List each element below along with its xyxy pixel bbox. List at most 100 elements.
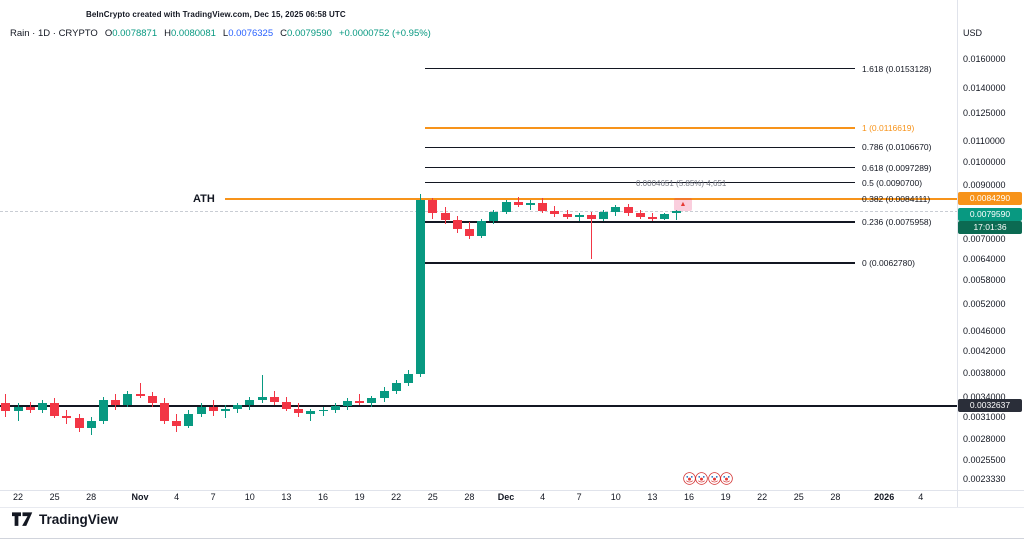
time-tick-13: 13 — [647, 492, 658, 502]
candle-body — [452, 220, 462, 229]
clown-emoji — [695, 472, 709, 485]
candle-wick — [578, 212, 580, 222]
high-value: 0.0080081 — [171, 28, 216, 39]
candle-body — [62, 415, 72, 419]
candle-body — [294, 408, 304, 414]
chart-plot-area[interactable] — [0, 0, 958, 490]
candle-wick — [359, 393, 361, 405]
currency-label: USD — [963, 28, 983, 38]
candle-body — [330, 406, 340, 411]
price-tick-0.0058000: 0.0058000 — [963, 275, 1006, 286]
ray-price-badge: 0.0032637 — [958, 399, 1022, 413]
candle-body — [184, 413, 194, 426]
candle-body — [672, 211, 682, 214]
time-tick-4: 4 — [918, 492, 924, 502]
candle-body — [1, 403, 11, 412]
price-tick-0.0140000: 0.0140000 — [963, 83, 1006, 94]
fib-label-0.5: 0.5 (0.0090700) — [862, 177, 923, 188]
price-tick-0.0160000: 0.0160000 — [963, 54, 1006, 64]
candle-body — [269, 396, 279, 403]
time-tick-16: 16 — [317, 492, 328, 502]
time-tick-7: 7 — [210, 492, 216, 502]
price-axis[interactable]: 0.0160000 0.0140000 0.0125000 0.0110000 0.01… — [958, 0, 1024, 490]
time-tick-4: 4 — [174, 492, 180, 502]
time-tick-22: 22 — [12, 492, 23, 502]
fib-line-0 — [425, 262, 855, 264]
candle-body — [428, 200, 438, 213]
ath-price-badge: 0.0084290 — [958, 192, 1022, 206]
tradingview-wordmark: TradingView — [39, 512, 119, 527]
price-tick-0.0028000: 0.0028000 — [963, 434, 1006, 445]
fib-label-1.618: 1.618 (0.0153128) — [862, 63, 932, 74]
candle-body — [220, 408, 230, 412]
candle-body — [342, 400, 352, 406]
ath-line — [225, 197, 958, 200]
candle-wick — [139, 383, 141, 399]
low-value: 0.0076325 — [228, 28, 274, 39]
chart-legend: Rain · 1D · CRYPTO O0.0078871 H0.0080081… — [10, 28, 431, 39]
candle-body — [318, 410, 328, 412]
price-tick-0.0100000: 0.0100000 — [963, 156, 1006, 167]
open-value: 0.0078871 — [112, 28, 158, 39]
candle-body — [586, 215, 596, 219]
price-tick-0.0110000: 0.0110000 — [963, 135, 1005, 146]
candle-body — [98, 400, 108, 421]
candle-body — [611, 206, 621, 212]
candle-wick — [261, 375, 263, 404]
candle-body — [647, 217, 657, 219]
candle-body — [562, 214, 572, 218]
ath-label: ATH — [193, 192, 215, 205]
time-tick-19: 19 — [720, 492, 731, 502]
candle-body — [50, 403, 60, 416]
candle-body — [403, 373, 413, 384]
symbol-title[interactable]: Rain · 1D · CRYPTO — [10, 28, 98, 39]
candle-body — [440, 212, 450, 221]
bottom-border — [0, 538, 1024, 539]
candle-wick — [310, 408, 312, 421]
ath-break-marker: ▲ — [674, 198, 692, 211]
time-tick-2026: 2026 — [874, 492, 895, 502]
time-axis[interactable]: 22 25 28 Nov 4 7 10 13 16 19 22 25 28 Dec 4 7 10 13 16 19 22… — [0, 490, 958, 507]
ohlc-close: C0.0079590 — [280, 28, 332, 39]
candle-body — [86, 420, 96, 428]
time-tick-7: 7 — [576, 492, 582, 502]
fib-label-0.618: 0.618 (0.0097289) — [862, 162, 932, 173]
candle-body — [172, 420, 182, 426]
clown-emoji — [683, 472, 696, 485]
price-tick-0.0042000: 0.0042000 — [963, 345, 1006, 356]
candle-body — [501, 202, 511, 213]
ohlc-high: H0.0080081 — [164, 28, 216, 39]
time-tick-13: 13 — [281, 492, 292, 502]
high-key: H — [164, 28, 171, 39]
fib-label-0.786: 0.786 (0.0106670) — [862, 142, 932, 153]
candle-body — [550, 210, 560, 215]
candle-body — [135, 393, 145, 396]
fib-line-0.236 — [425, 220, 855, 223]
last-price-badge: 0.0079590 — [958, 207, 1022, 221]
price-tick-0.0125000: 0.0125000 — [963, 107, 1006, 118]
fib-label-0: 0 (0.0062780) — [862, 258, 915, 269]
candle-body — [477, 221, 487, 236]
time-tick-25: 25 — [49, 492, 60, 502]
candle-wick — [529, 200, 531, 211]
candle-body — [111, 400, 121, 405]
last-price-dashed-line — [0, 210, 958, 212]
time-tick-16: 16 — [683, 492, 694, 502]
fib-label-0.382: 0.382 (0.0084111) — [862, 194, 931, 205]
candle-body — [391, 383, 401, 391]
candle-body — [281, 402, 291, 409]
time-tick-28: 28 — [464, 492, 475, 502]
candle-body — [74, 418, 84, 428]
fib-line-1 — [425, 127, 855, 129]
candle-body — [367, 398, 377, 404]
candle-body — [37, 403, 47, 411]
tradingview-logo[interactable]: TradingView — [12, 512, 118, 527]
tradingview-glyph-icon — [12, 512, 33, 526]
time-axis-border — [0, 490, 1024, 491]
fib-label-1: 1 (0.0116619) — [862, 122, 915, 133]
candle-body — [379, 390, 389, 399]
open-key: O — [104, 28, 113, 39]
time-tick-22: 22 — [757, 492, 768, 502]
candle-body — [159, 403, 169, 421]
fib-line-1.618 — [425, 67, 855, 70]
